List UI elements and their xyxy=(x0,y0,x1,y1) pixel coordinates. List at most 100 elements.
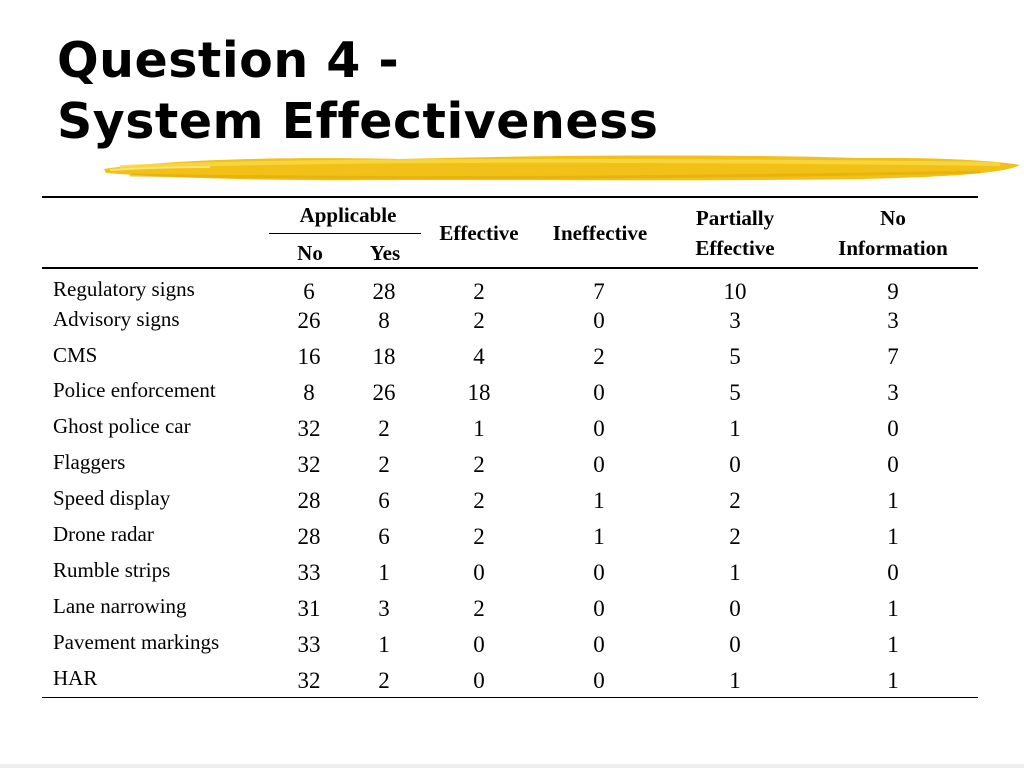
cell-yes: 6 xyxy=(378,488,390,513)
row-label: CMS xyxy=(53,343,98,367)
row-label: HAR xyxy=(53,666,98,690)
cell-partially: 2 xyxy=(729,524,741,549)
cell-yes: 1 xyxy=(378,632,390,657)
cell-no: 6 xyxy=(303,279,315,304)
cell-noinfo: 1 xyxy=(887,668,899,693)
cell-yes: 18 xyxy=(372,344,396,369)
cell-partially: 2 xyxy=(729,488,741,513)
cell-ineffective: 0 xyxy=(593,452,605,477)
table-top-rule xyxy=(42,196,978,198)
cell-no: 28 xyxy=(297,488,321,513)
cell-no: 32 xyxy=(297,416,321,441)
cell-effective: 0 xyxy=(473,668,485,693)
cell-no: 28 xyxy=(297,524,321,549)
header-partially-line1: Partially xyxy=(695,206,775,230)
highlighter-stroke xyxy=(104,155,1020,181)
cell-ineffective: 0 xyxy=(593,308,605,333)
cell-no: 33 xyxy=(297,632,321,657)
cell-effective: 2 xyxy=(473,452,485,477)
cell-yes: 2 xyxy=(378,668,390,693)
applicable-rule xyxy=(269,233,421,234)
row-label: Police enforcement xyxy=(53,378,216,402)
cell-no: 32 xyxy=(297,452,321,477)
cell-no: 8 xyxy=(303,380,315,405)
cell-noinfo: 0 xyxy=(887,452,899,477)
cell-partially: 0 xyxy=(729,632,741,657)
cell-no: 33 xyxy=(297,560,321,585)
slide-title: Question 4 - System Effectiveness xyxy=(57,30,658,152)
cell-noinfo: 7 xyxy=(887,344,899,369)
cell-ineffective: 0 xyxy=(593,380,605,405)
cell-partially: 10 xyxy=(723,279,747,304)
cell-yes: 28 xyxy=(372,279,396,304)
cell-ineffective: 7 xyxy=(593,279,605,304)
cell-noinfo: 3 xyxy=(887,308,899,333)
header-noinfo-line2: Information xyxy=(838,236,948,260)
header-noinfo-line1: No xyxy=(880,206,906,230)
cell-no: 26 xyxy=(297,308,321,333)
header-bottom-rule xyxy=(42,267,978,269)
cell-effective: 2 xyxy=(473,279,485,304)
cell-noinfo: 9 xyxy=(887,279,899,304)
cell-partially: 5 xyxy=(729,380,741,405)
cell-partially: 5 xyxy=(729,344,741,369)
cell-ineffective: 0 xyxy=(593,632,605,657)
cell-partially: 0 xyxy=(729,452,741,477)
table-bottom-rule xyxy=(42,697,978,698)
header-ineffective: Ineffective xyxy=(552,221,648,245)
cell-noinfo: 1 xyxy=(887,596,899,621)
cell-noinfo: 1 xyxy=(887,488,899,513)
cell-yes: 8 xyxy=(378,308,390,333)
cell-ineffective: 0 xyxy=(593,668,605,693)
row-label: Regulatory signs xyxy=(53,277,195,301)
row-label: Advisory signs xyxy=(53,307,180,331)
cell-no: 32 xyxy=(297,668,321,693)
cell-yes: 1 xyxy=(378,560,390,585)
cell-ineffective: 1 xyxy=(593,488,605,513)
cell-ineffective: 0 xyxy=(593,560,605,585)
row-label: Lane narrowing xyxy=(53,594,187,618)
header-effective: Effective xyxy=(439,221,519,245)
cell-yes: 6 xyxy=(378,524,390,549)
cell-effective: 0 xyxy=(473,632,485,657)
cell-effective: 4 xyxy=(473,344,485,369)
row-label: Drone radar xyxy=(53,522,154,546)
cell-effective: 18 xyxy=(467,380,491,405)
row-label: Speed display xyxy=(53,486,171,510)
footer-strip xyxy=(0,764,1024,768)
cell-ineffective: 1 xyxy=(593,524,605,549)
header-no: No xyxy=(297,241,323,265)
cell-partially: 1 xyxy=(729,416,741,441)
cell-partially: 1 xyxy=(729,560,741,585)
row-label: Pavement markings xyxy=(53,630,220,654)
cell-noinfo: 0 xyxy=(887,560,899,585)
cell-noinfo: 3 xyxy=(887,380,899,405)
row-label: Ghost police car xyxy=(53,414,191,438)
header-partially-line2: Effective xyxy=(695,236,775,260)
slide-title-line1: Question 4 - xyxy=(57,32,400,89)
cell-partially: 1 xyxy=(729,668,741,693)
cell-yes: 26 xyxy=(372,380,396,405)
cell-yes: 2 xyxy=(378,416,390,441)
cell-noinfo: 1 xyxy=(887,524,899,549)
cell-effective: 0 xyxy=(473,560,485,585)
cell-effective: 1 xyxy=(473,416,485,441)
cell-effective: 2 xyxy=(473,488,485,513)
cell-noinfo: 1 xyxy=(887,632,899,657)
slide-title-line2: System Effectiveness xyxy=(57,93,659,150)
cell-partially: 3 xyxy=(729,308,741,333)
cell-ineffective: 2 xyxy=(593,344,605,369)
header-yes: Yes xyxy=(369,241,401,265)
cell-effective: 2 xyxy=(473,308,485,333)
cell-effective: 2 xyxy=(473,524,485,549)
cell-effective: 2 xyxy=(473,596,485,621)
row-label: Flaggers xyxy=(53,450,126,474)
cell-ineffective: 0 xyxy=(593,416,605,441)
cell-yes: 3 xyxy=(378,596,390,621)
cell-yes: 2 xyxy=(378,452,390,477)
row-label: Rumble strips xyxy=(53,558,171,582)
cell-no: 31 xyxy=(297,596,321,621)
cell-noinfo: 0 xyxy=(887,416,899,441)
cell-no: 16 xyxy=(297,344,321,369)
cell-ineffective: 0 xyxy=(593,596,605,621)
